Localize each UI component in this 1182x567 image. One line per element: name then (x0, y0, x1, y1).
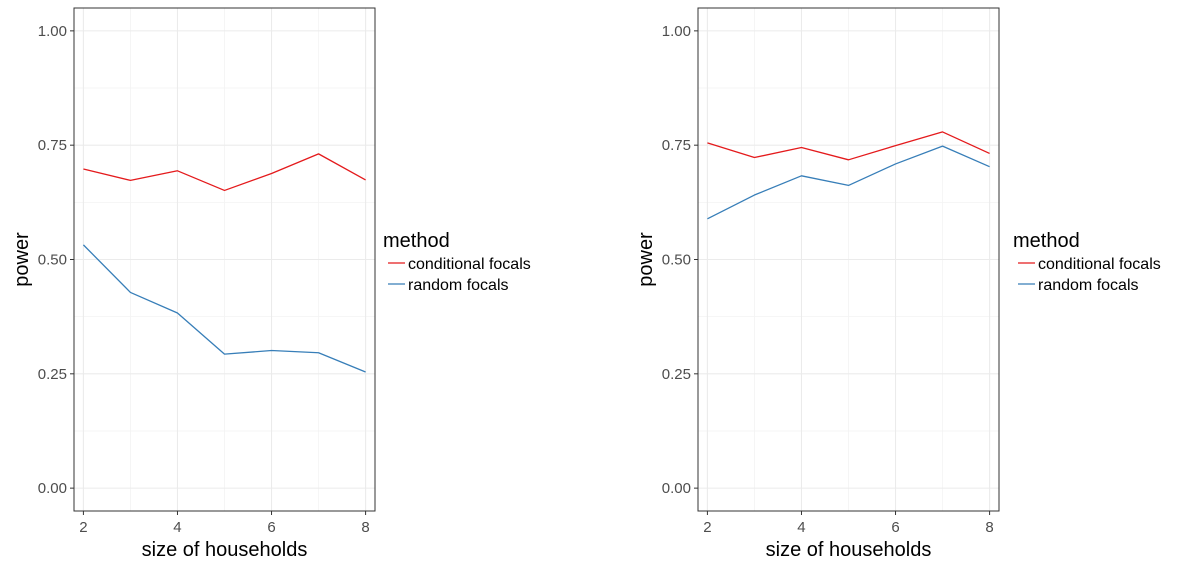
x-tick-label: 6 (891, 519, 899, 536)
x-tick-label: 4 (173, 519, 181, 536)
y-tick-label: 1.00 (662, 23, 691, 40)
x-tick-label: 8 (361, 519, 369, 536)
y-tick-label: 0.00 (662, 480, 691, 497)
x-axis-title: size of households (766, 539, 932, 561)
legend: method conditional focals random focals (1013, 230, 1161, 294)
y-tick-label: 0.50 (662, 252, 691, 269)
y-tick-label: 0.25 (38, 366, 67, 383)
legend-label-random-focals: random focals (408, 277, 509, 294)
x-tick-label: 6 (267, 519, 275, 536)
chart-panel-1: 2 4 6 8 0.00 0.25 0.50 0.75 1.00 size of househol… (11, 8, 531, 561)
legend-label-conditional-focals: conditional focals (1038, 256, 1161, 273)
x-tick-label: 4 (797, 519, 805, 536)
y-tick-label: 0.75 (662, 137, 691, 154)
legend: method conditional focals random focals (383, 230, 531, 294)
legend-title: method (1013, 230, 1080, 252)
y-tick-label: 1.00 (38, 23, 67, 40)
y-axis-title: power (635, 232, 657, 287)
chart-panel-2: 2 4 6 8 0.00 0.25 0.50 0.75 1.00 size of househol… (635, 8, 1161, 561)
x-tick-label: 2 (79, 519, 87, 536)
y-axis-title: power (11, 232, 33, 287)
x-axis-title: size of households (142, 539, 308, 561)
x-tick-label: 2 (703, 519, 711, 536)
y-tick-label: 0.75 (38, 137, 67, 154)
legend-title: method (383, 230, 450, 252)
y-tick-label: 0.00 (38, 480, 67, 497)
legend-label-random-focals: random focals (1038, 277, 1139, 294)
x-tick-label: 8 (985, 519, 993, 536)
y-tick-label: 0.25 (662, 366, 691, 383)
y-tick-label: 0.50 (38, 252, 67, 269)
legend-label-conditional-focals: conditional focals (408, 256, 531, 273)
